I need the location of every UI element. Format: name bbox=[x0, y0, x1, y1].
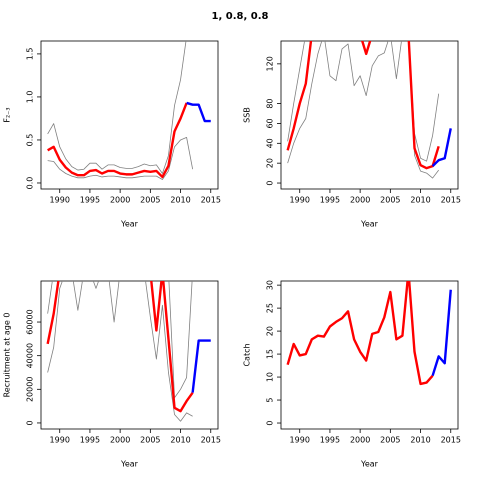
series-line bbox=[47, 136, 194, 180]
y-tick-label: 40000 bbox=[26, 343, 35, 368]
panel: 1990 1995 2000 2005 2010 2015 0 5 10 15 20 25 30 Year… bbox=[243, 280, 461, 469]
x-tick-label: 2010 bbox=[170, 196, 190, 205]
x-tick-label: 2000 bbox=[350, 196, 370, 205]
x-tick-label: 2000 bbox=[110, 436, 130, 445]
y-axis-label: Catch bbox=[243, 343, 252, 366]
x-axis-label: Year bbox=[120, 460, 139, 469]
y-tick-label: 15 bbox=[266, 349, 275, 359]
panel: 1990 1995 2000 2005 2010 2015 0.0 0.5 1.0 1.5 Year… bbox=[3, 40, 221, 229]
x-tick-label: 1995 bbox=[80, 436, 100, 445]
plot-frame bbox=[40, 280, 219, 430]
series-line bbox=[431, 128, 452, 168]
y-tick-label: 10 bbox=[266, 372, 275, 382]
y-tick-label: 0.0 bbox=[26, 177, 35, 190]
series-line bbox=[286, 281, 434, 386]
y-tick-label: 1.0 bbox=[26, 91, 35, 104]
series-line bbox=[46, 281, 194, 413]
x-tick-label: 2015 bbox=[441, 436, 461, 445]
y-tick-label: 120 bbox=[266, 56, 275, 71]
y-tick-label: 0.5 bbox=[26, 134, 35, 147]
y-tick-label: 25 bbox=[266, 303, 275, 313]
x-tick-label: 2000 bbox=[110, 196, 130, 205]
y-tick-label: 0 bbox=[266, 420, 275, 425]
series-line bbox=[47, 281, 193, 422]
y-tick-label: 30 bbox=[266, 280, 275, 290]
x-tick-label: 2010 bbox=[170, 436, 190, 445]
x-tick-label: 2015 bbox=[201, 436, 221, 445]
y-axis-label: SSB bbox=[243, 107, 252, 123]
x-tick-label: 2010 bbox=[410, 436, 430, 445]
x-axis-label: Year bbox=[120, 220, 139, 229]
panel: 1990 1995 2000 2005 2010 2015 0 20000 40000 60000… bbox=[3, 280, 221, 469]
x-axis-label: Year bbox=[360, 460, 379, 469]
series-line bbox=[286, 41, 440, 170]
x-tick-label: 1990 bbox=[50, 196, 70, 205]
panel: 1990 1995 2000 2005 2010 2015 0 20 40 60 80 120 Year… bbox=[243, 40, 461, 229]
y-tick-label: 60000 bbox=[26, 309, 35, 334]
x-tick-label: 2000 bbox=[350, 436, 370, 445]
plot-frame bbox=[280, 280, 459, 430]
x-tick-label: 1995 bbox=[80, 196, 100, 205]
y-axis-label: Recruitment at age 0 bbox=[3, 313, 12, 398]
y-tick-label: 1.5 bbox=[26, 48, 35, 61]
series-line bbox=[431, 289, 452, 377]
x-tick-label: 1990 bbox=[290, 196, 310, 205]
y-tick-label: 20 bbox=[266, 158, 275, 168]
y-tick-label: 80 bbox=[266, 98, 275, 108]
series-line bbox=[47, 41, 187, 174]
x-tick-label: 2015 bbox=[201, 196, 221, 205]
x-tick-label: 1990 bbox=[50, 436, 70, 445]
y-tick-label: 40 bbox=[266, 138, 275, 148]
x-tick-label: 2005 bbox=[380, 196, 400, 205]
figure-title: 1, 0.8, 0.8 bbox=[212, 11, 269, 22]
series-line bbox=[47, 102, 188, 179]
x-tick-label: 1995 bbox=[320, 436, 340, 445]
x-tick-label: 2005 bbox=[140, 196, 160, 205]
x-tick-label: 2005 bbox=[380, 436, 400, 445]
y-axis-label: F₂₋₃ bbox=[3, 107, 12, 122]
x-tick-label: 1990 bbox=[290, 436, 310, 445]
y-tick-label: 60 bbox=[266, 118, 275, 128]
plot-frame bbox=[40, 40, 219, 190]
y-tick-label: 5 bbox=[266, 397, 275, 402]
y-tick-label: 20 bbox=[266, 326, 275, 336]
y-tick-label: 20000 bbox=[26, 377, 35, 402]
x-axis-label: Year bbox=[360, 220, 379, 229]
series-line bbox=[186, 101, 211, 123]
y-tick-label: 0 bbox=[26, 420, 35, 425]
x-tick-label: 2010 bbox=[410, 196, 430, 205]
x-tick-label: 1995 bbox=[320, 196, 340, 205]
series-line bbox=[191, 339, 211, 393]
y-tick-label: 0 bbox=[266, 180, 275, 185]
x-tick-label: 2015 bbox=[441, 196, 461, 205]
x-tick-label: 2005 bbox=[140, 436, 160, 445]
